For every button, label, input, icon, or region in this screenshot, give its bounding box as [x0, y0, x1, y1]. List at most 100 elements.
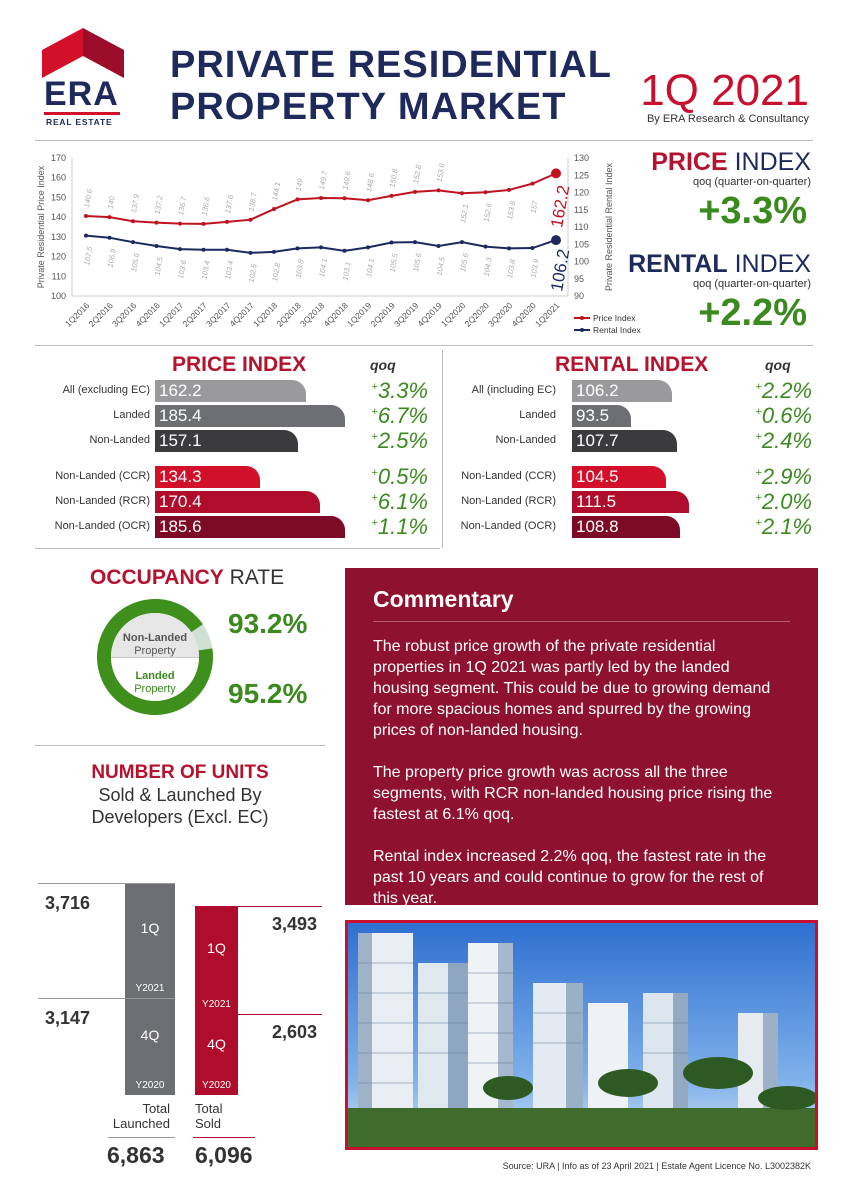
data-point: [154, 220, 159, 225]
x-tick-label: 1Q2020: [439, 300, 468, 329]
units-subtitle-line2: Developers (Excl. EC): [91, 807, 269, 827]
y-axis-label: Private Residential Price Index: [36, 165, 46, 288]
data-point: [201, 247, 206, 252]
units-bar-segment: 4Q Y2020: [195, 1014, 238, 1095]
row-label: Landed: [519, 409, 556, 421]
stack-total-divider: [108, 1137, 175, 1138]
data-label: 104.1: [364, 258, 376, 278]
data-point: [483, 190, 488, 195]
qoq-value: 2.0%: [761, 489, 812, 514]
data-label: 105.6: [129, 252, 141, 273]
segment-year: Y2020: [135, 1079, 165, 1091]
price-table-title: PRICE INDEX: [172, 353, 307, 376]
x-tick-label: 3Q2019: [392, 300, 421, 329]
units-bar-segment: 4Q Y2020: [125, 997, 175, 1095]
logo-underline: [44, 112, 120, 115]
row-label: All (including EC): [471, 384, 556, 396]
index-bar: 104.5: [572, 466, 667, 488]
index-bar: 134.3: [155, 466, 261, 488]
occupancy-title-bold: OCCUPANCY: [90, 566, 224, 589]
commentary-paragraph: The robust price growth of the private r…: [373, 638, 771, 739]
segment-quarter: 1Q: [140, 920, 160, 937]
data-point: [295, 246, 300, 251]
qoq-change: +2.0%: [755, 489, 812, 514]
y2-tick-label: 95: [574, 274, 584, 284]
data-point: [178, 221, 182, 226]
row-label: Non-Landed (OCR): [460, 520, 556, 532]
data-label: 152.1: [458, 204, 470, 224]
data-point: [131, 240, 135, 245]
qoq-value: 2.5%: [377, 428, 428, 453]
segment-value: 2,603: [272, 1022, 318, 1043]
era-logo: ERA REAL ESTATE: [42, 28, 124, 128]
row-label: Non-Landed: [495, 434, 556, 446]
data-label: 137.2: [153, 194, 165, 215]
qoq-value: 6.7%: [377, 403, 428, 428]
index-bar: 111.5: [572, 491, 689, 513]
x-tick-label: 3Q2020: [486, 300, 515, 329]
data-point: [342, 196, 347, 201]
units-subtitle-line1: Sold & Launched By: [98, 785, 262, 805]
row-label: Non-Landed (CCR): [55, 470, 150, 482]
data-point: [248, 217, 253, 222]
data-label: 103.4: [223, 260, 235, 280]
segment-quarter: 4Q: [140, 1027, 160, 1044]
divider: [35, 548, 440, 549]
stack-name: Total Sold: [195, 1101, 255, 1131]
commentary-paragraph: Rental index increased 2.2% qoq, the fas…: [373, 848, 767, 907]
divider: [35, 345, 813, 346]
data-label: 149.7: [317, 170, 329, 191]
landed-label: Landed Property: [110, 670, 200, 696]
qoq-change: +0.5%: [371, 464, 428, 489]
price-summary-title-rest: INDEX: [727, 148, 811, 176]
data-point: [460, 191, 464, 196]
y2-tick-label: 110: [574, 222, 588, 232]
qoq-change: +6.7%: [371, 403, 428, 428]
data-point: [460, 240, 464, 245]
data-label: 152.8: [411, 163, 423, 184]
data-label: 105.6: [458, 252, 470, 273]
data-point: [107, 235, 112, 240]
y2-axis-label: Private Residential Rental Index: [604, 162, 614, 291]
data-label: 102.8: [270, 261, 282, 282]
qoq-value: 2.1%: [761, 514, 812, 539]
data-point: [413, 189, 417, 194]
commentary-panel: Commentary The robust price growth of th…: [345, 568, 818, 907]
y-tick-label: 120: [51, 252, 66, 262]
landed-label-line2: Property: [134, 683, 176, 695]
x-tick-label: 1Q2017: [157, 300, 186, 329]
data-label: 138.7: [247, 191, 259, 212]
segment-guide-line: [38, 882, 175, 884]
data-point: [131, 219, 135, 224]
data-label: 103.9: [529, 258, 541, 279]
segment-year: Y2021: [135, 982, 165, 994]
data-label: 140: [106, 195, 117, 210]
data-label: 104.3: [482, 256, 494, 277]
data-point: [366, 245, 370, 250]
segment-value: 3,147: [45, 1007, 91, 1028]
byline: By ERA Research & Consultancy: [646, 113, 809, 125]
data-point: [178, 247, 182, 252]
data-point: [483, 244, 488, 249]
qoq-value: 2.4%: [761, 428, 812, 453]
price-index-summary: PRICE INDEX qoq (quarter-on-quarter) +3.…: [651, 148, 811, 234]
segment-guide-line: [195, 1014, 322, 1016]
data-label: 162.2: [547, 184, 573, 229]
data-point: [107, 215, 112, 220]
data-label: 149.6: [341, 170, 353, 191]
data-label: 137.6: [223, 193, 235, 214]
qoq-value: 3.3%: [377, 378, 428, 403]
stack-name-line1: Total: [142, 1101, 170, 1116]
index-bar: 106.2: [572, 380, 672, 402]
price-index-table: PRICE INDEX qoq All (excluding EC) 162.2 +…: [0, 345, 442, 545]
qoq-change: +2.9%: [755, 464, 812, 489]
index-bar: 185.6: [155, 516, 346, 538]
divider: [35, 140, 813, 141]
stack-total-divider: [193, 1137, 255, 1138]
units-bar-segment: 1Q Y2021: [125, 882, 175, 998]
x-tick-label: 4Q2018: [321, 300, 350, 329]
data-label: 103.4: [200, 260, 212, 280]
row-label: Non-Landed (CCR): [461, 470, 556, 482]
x-tick-label: 4Q2016: [133, 300, 162, 329]
data-point: [272, 207, 276, 212]
